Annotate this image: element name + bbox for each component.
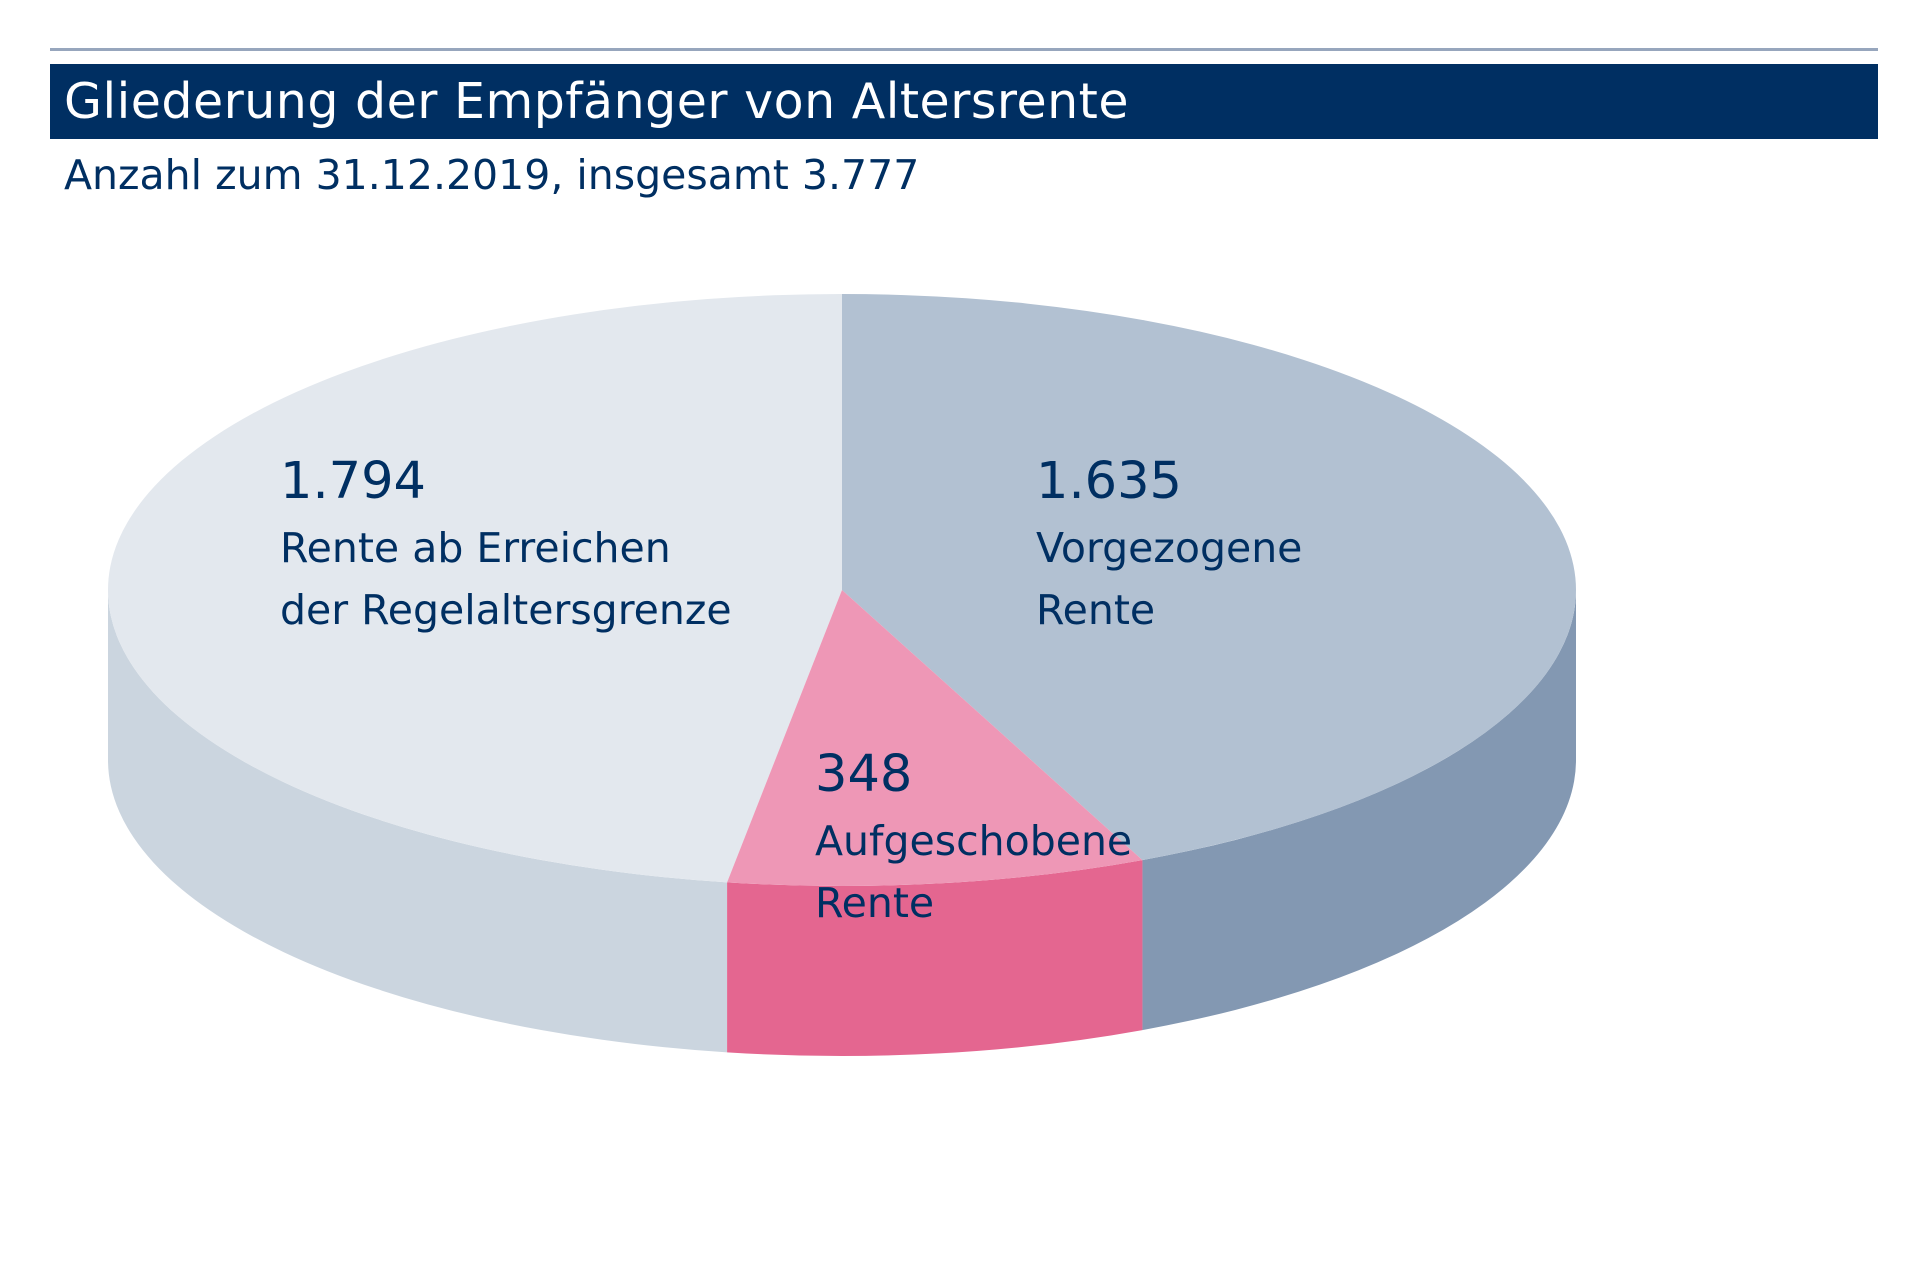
slice-name-vorgezogene-line2: Rente [1036,585,1156,634]
slice-name-aufgeschobene-line2: Rente [815,878,935,927]
slice-name-aufgeschobene-line1: Aufgeschobene [815,817,1133,866]
slice-value-regelaltersgrenze: 1.794 [280,452,427,511]
slice-label-vorgezogene: 1.635 Vorgezogene Rente [1036,452,1302,641]
slice-value-aufgeschobene: 348 [815,745,913,804]
slice-value-vorgezogene: 1.635 [1036,452,1183,511]
title-bar: Gliederung der Empfänger von Altersrente [50,64,1878,139]
slice-label-regelaltersgrenze: 1.794 Rente ab Erreichen der Regelalters… [280,452,732,641]
pie-slice-1 [842,294,1577,861]
slice-label-aufgeschobene: 348 Aufgeschobene Rente [815,745,1132,934]
chart-title: Gliederung der Empfänger von Altersrente [64,73,1130,130]
slice-name-regelaltersgrenze-line1: Rente ab Erreichen [280,524,671,573]
pie-slice-0 [107,294,843,883]
top-rule [50,48,1878,51]
pie-side-1 [1142,590,1576,1031]
pie-side-0 [108,590,728,1053]
chart-subtitle: Anzahl zum 31.12.2019, insgesamt 3.777 [64,151,920,199]
slice-name-regelaltersgrenze-line2: der Regelaltersgrenze [280,585,732,634]
pie-side-2 [727,860,1143,1056]
pie-slice-2 [727,590,1143,887]
slice-name-vorgezogene-line1: Vorgezogene [1036,524,1303,573]
